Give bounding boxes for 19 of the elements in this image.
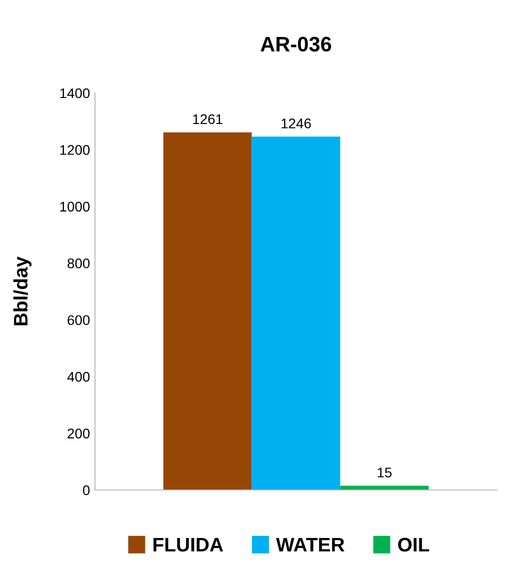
data-label: 1261 bbox=[193, 114, 222, 124]
y-tick-label: 1400 bbox=[60, 88, 90, 98]
bar bbox=[252, 136, 340, 490]
legend-label: WATER bbox=[276, 538, 344, 552]
y-tick-label: 400 bbox=[67, 372, 90, 382]
data-label: 15 bbox=[378, 468, 392, 478]
y-tick-label: 200 bbox=[68, 428, 90, 438]
y-tick-label: 1200 bbox=[60, 145, 90, 155]
chart-title: AR-036 bbox=[260, 36, 332, 52]
bar bbox=[340, 486, 429, 490]
y-tick-label: 800 bbox=[68, 258, 90, 268]
legend-label: OIL bbox=[398, 538, 430, 552]
data-label: 1246 bbox=[282, 118, 311, 128]
legend-label: FLUIDA bbox=[154, 538, 224, 552]
y-tick-label: 1000 bbox=[60, 202, 90, 212]
y-tick-label: 0 bbox=[82, 485, 90, 496]
bar bbox=[163, 132, 252, 490]
y-tick-label: 600 bbox=[68, 315, 90, 326]
y-axis-title: Bbl/day bbox=[13, 256, 32, 326]
